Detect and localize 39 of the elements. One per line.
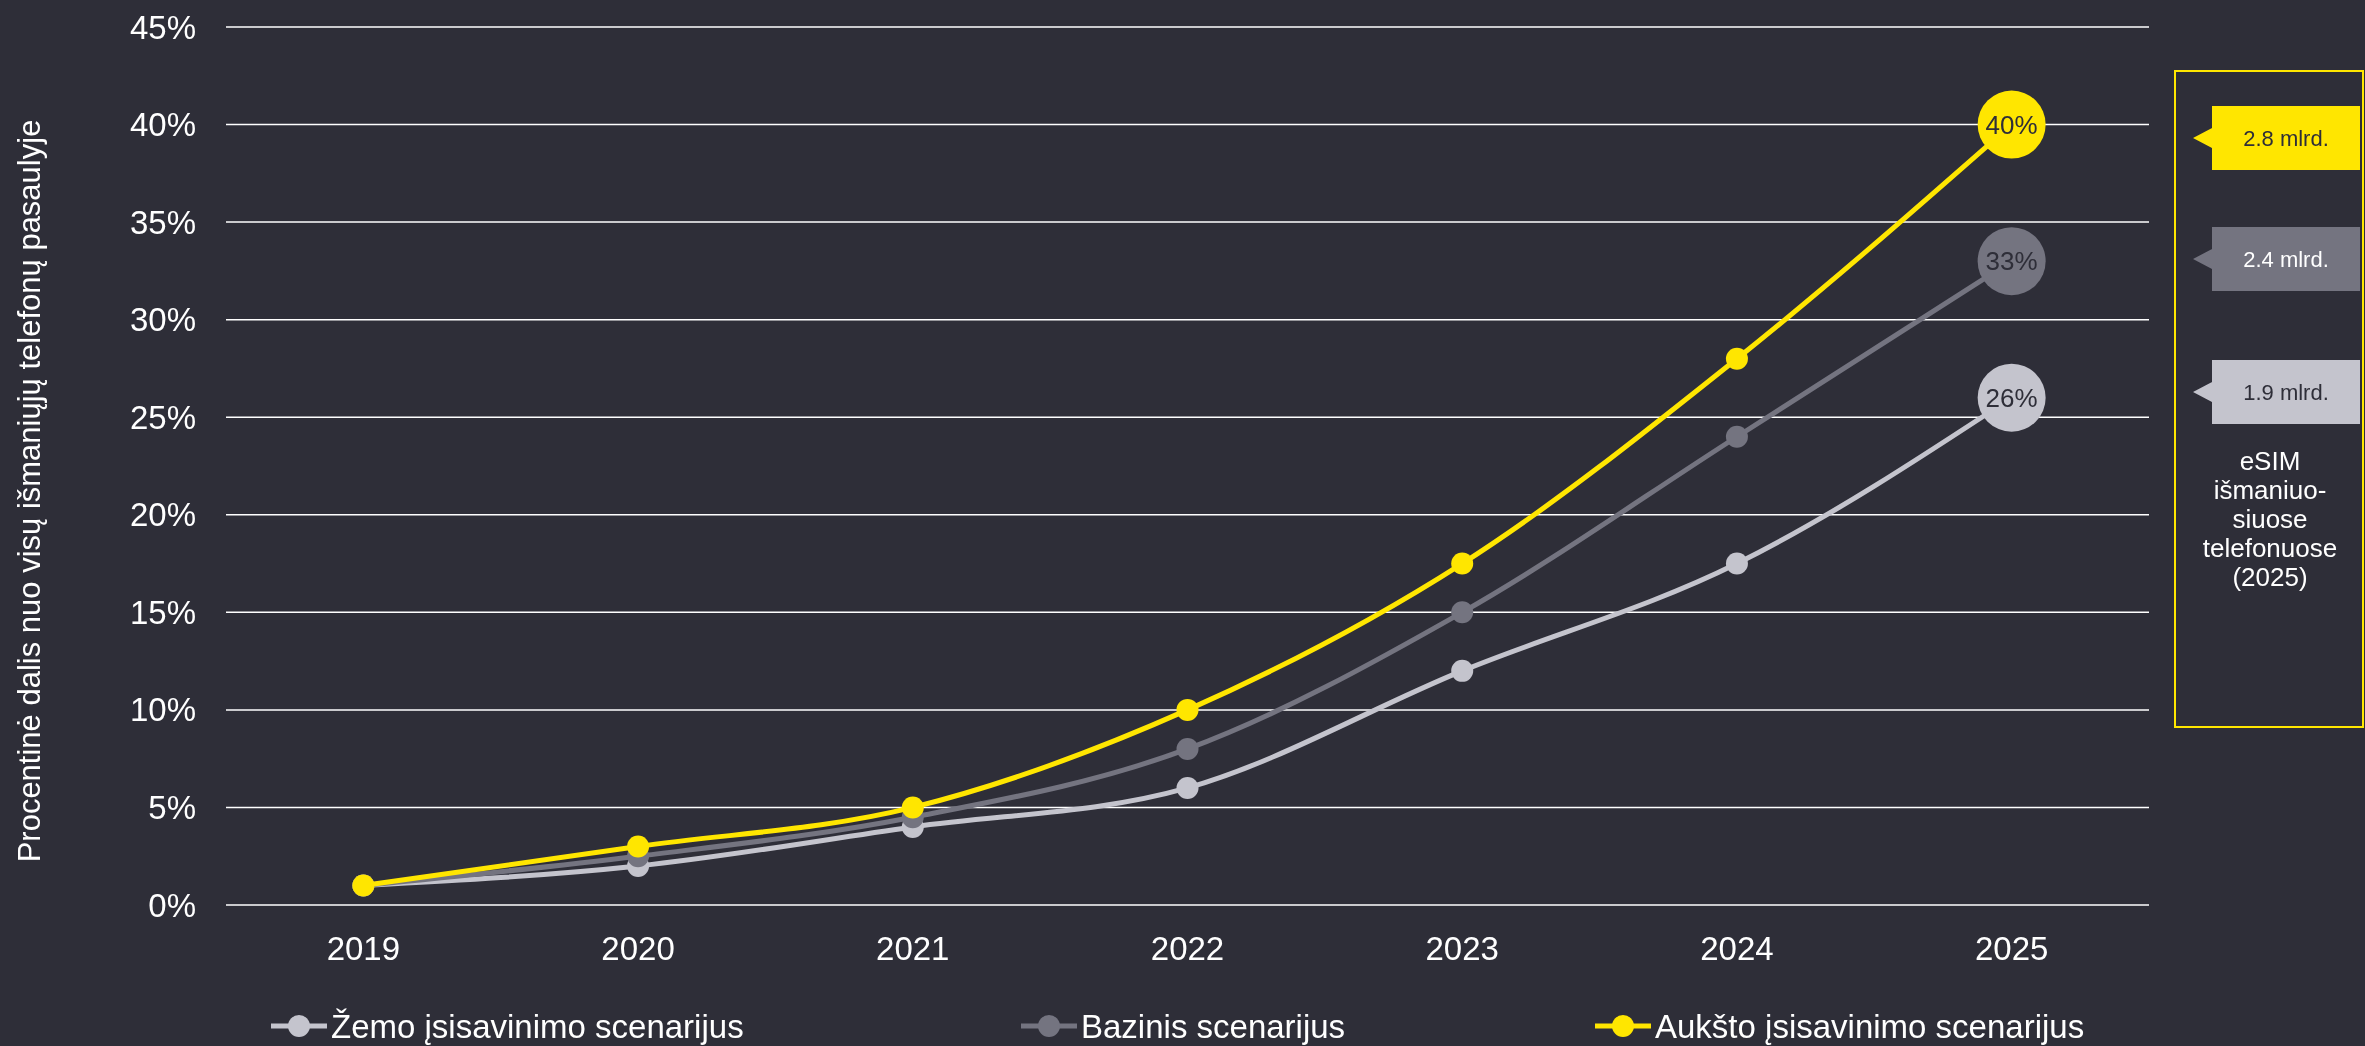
point — [1725, 347, 1748, 370]
x-tick-label: 2019 — [326, 930, 401, 967]
x-tick-label: 2020 — [601, 930, 675, 967]
y-tick-label: 45% — [129, 8, 196, 46]
legend-label: Bazinis scenarijus — [1081, 1007, 1346, 1045]
point — [1725, 425, 1748, 448]
text: 2.8 mlrd. — [2243, 125, 2329, 151]
text: 1.9 mlrd. — [2243, 379, 2329, 405]
point — [1176, 698, 1199, 721]
point — [1176, 737, 1199, 760]
y-tick-label: 40% — [129, 106, 196, 144]
data-label: 33% — [1985, 246, 2038, 277]
legend-label: Žemo įsisavinimo scenarijus — [331, 1007, 744, 1045]
point — [1451, 601, 1474, 624]
y-tick-label: 0% — [148, 886, 196, 924]
y-tick-label: 10% — [129, 691, 196, 729]
point — [1451, 552, 1474, 575]
y-tick-label: 25% — [129, 398, 196, 436]
point — [1451, 659, 1474, 682]
point — [901, 796, 924, 819]
text: eSIM išmaniuo- siuose telefonuose (2025) — [2202, 446, 2338, 592]
point — [1725, 552, 1748, 575]
x-tick-label: 2025 — [1974, 930, 2049, 967]
x-tick-label: 2023 — [1425, 930, 1499, 967]
point — [1176, 776, 1199, 799]
text: 2.4 mlrd. — [2243, 246, 2329, 272]
x-tick-label: 2021 — [876, 930, 950, 967]
point — [627, 835, 650, 858]
legend-label: Aukšto įsisavinimo scenarijus — [1655, 1007, 2085, 1045]
data-label: 26% — [1985, 382, 2038, 413]
y-axis-title: Procentinė dalis nuo visų išmaniųjų telefonų pasaulyje — [12, 119, 47, 863]
y-tick-label: 20% — [129, 496, 196, 534]
y-tick-label: 30% — [129, 301, 196, 339]
x-tick-label: 2022 — [1150, 930, 1225, 967]
y-tick-label: 5% — [148, 788, 196, 826]
y-tick-label: 35% — [129, 203, 196, 241]
y-tick-label: 15% — [129, 593, 196, 631]
x-tick-label: 2024 — [1700, 930, 1774, 967]
data-label: 40% — [1985, 109, 2038, 140]
